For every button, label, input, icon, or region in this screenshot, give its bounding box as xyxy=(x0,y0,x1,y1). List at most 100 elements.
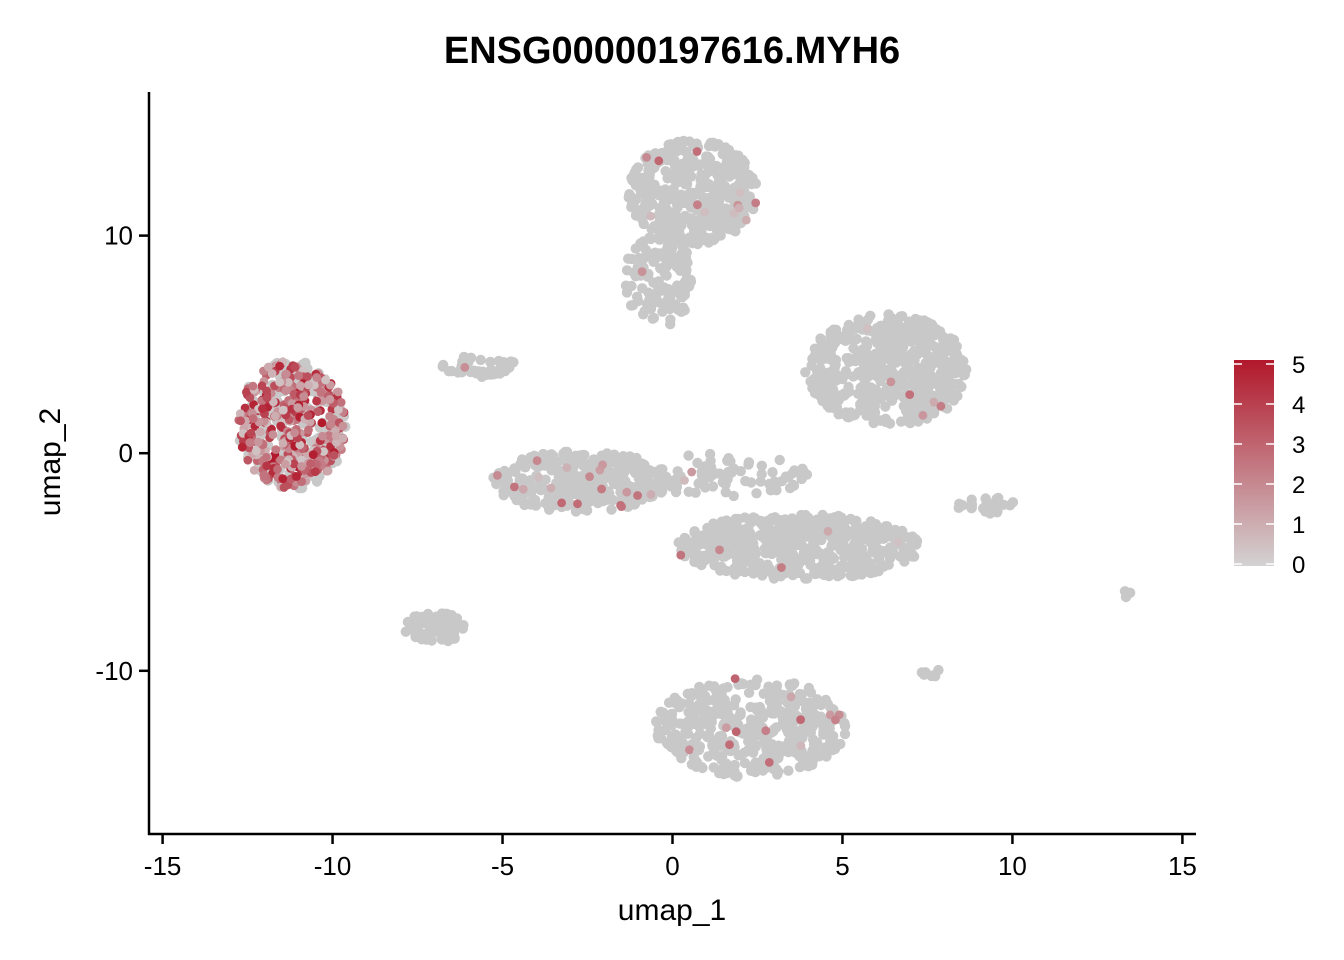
cell-point xyxy=(839,720,851,732)
cell-point xyxy=(669,232,680,244)
cell-point xyxy=(877,363,889,374)
cell-point-expressed xyxy=(245,438,255,447)
cell-point-expressed xyxy=(654,156,664,166)
cell-point xyxy=(690,237,701,248)
cell-point-expressed xyxy=(646,490,656,499)
cell-point xyxy=(732,163,743,174)
cell-point-expressed xyxy=(687,467,697,477)
cell-point-expressed xyxy=(316,387,326,397)
cell-point xyxy=(920,362,931,373)
cell-point xyxy=(877,530,888,541)
x-tick-label: 10 xyxy=(998,851,1027,881)
y-tick-label: 10 xyxy=(104,221,133,251)
cell-point xyxy=(719,551,730,562)
y-axis-label: umap_2 xyxy=(34,408,67,516)
cell-point-expressed xyxy=(273,464,282,474)
cell-point xyxy=(712,697,723,709)
cell-point xyxy=(671,165,682,176)
cell-point xyxy=(538,448,549,460)
cell-point xyxy=(564,486,575,497)
cell-point xyxy=(843,356,855,368)
cell-point xyxy=(865,382,877,393)
cell-point-expressed xyxy=(637,267,647,276)
cell-point xyxy=(807,745,818,756)
cell-point xyxy=(683,450,694,461)
cell-point xyxy=(770,744,782,755)
cell-point xyxy=(758,688,769,699)
cell-point xyxy=(876,329,887,341)
cell-point xyxy=(711,160,722,172)
cell-point xyxy=(623,253,634,264)
cell-point xyxy=(729,569,741,580)
cell-point-expressed xyxy=(562,463,572,473)
cell-point-expressed xyxy=(281,369,291,379)
cell-point xyxy=(666,155,678,167)
cell-point-expressed xyxy=(735,188,745,198)
cell-point-expressed xyxy=(308,450,318,459)
cell-point xyxy=(694,705,705,716)
cell-point xyxy=(807,702,818,714)
cell-point xyxy=(649,247,661,258)
cell-point-expressed xyxy=(262,386,271,396)
cell-point xyxy=(609,457,620,468)
cell-point-expressed xyxy=(313,407,323,417)
cell-point xyxy=(699,555,710,566)
cell-point xyxy=(674,702,685,713)
cell-point xyxy=(658,715,669,726)
cell-point-expressed xyxy=(256,427,265,437)
cell-point xyxy=(436,634,448,645)
cell-point xyxy=(902,409,914,420)
cell-point xyxy=(743,169,755,181)
cell-point-expressed xyxy=(331,431,341,441)
cell-point-expressed xyxy=(268,430,278,439)
cell-point xyxy=(666,243,678,254)
cell-point xyxy=(769,476,780,487)
cell-point xyxy=(951,341,962,352)
cell-point xyxy=(749,730,760,742)
cell-point xyxy=(781,545,792,556)
cell-point xyxy=(785,680,796,692)
cell-point xyxy=(849,528,860,539)
cell-point xyxy=(720,706,731,717)
cell-point-expressed xyxy=(764,758,774,767)
cell-point xyxy=(660,724,671,736)
cell-point xyxy=(574,458,585,469)
cell-point-expressed xyxy=(304,425,313,435)
cell-point xyxy=(966,499,978,510)
cell-point xyxy=(629,498,641,510)
cell-point xyxy=(978,503,989,514)
cell-point-expressed xyxy=(751,198,761,208)
cell-point-expressed xyxy=(325,395,335,404)
cell-point-expressed xyxy=(275,377,285,387)
cell-point-expressed xyxy=(646,211,656,221)
cell-point-expressed xyxy=(295,440,305,450)
cell-point-expressed xyxy=(573,499,582,509)
cell-point-expressed xyxy=(317,418,327,428)
cell-point-expressed xyxy=(715,545,724,555)
cell-point-expressed xyxy=(777,563,786,572)
cell-point xyxy=(855,399,866,410)
cell-point xyxy=(771,537,783,548)
cell-point xyxy=(647,313,658,324)
cell-point-expressed xyxy=(557,498,566,508)
cell-point-expressed xyxy=(905,390,915,399)
cell-point xyxy=(712,212,723,223)
cell-point-expressed xyxy=(886,377,896,387)
cell-point xyxy=(915,344,926,355)
cell-point xyxy=(806,548,817,560)
cell-point xyxy=(699,717,710,728)
cell-point xyxy=(787,739,799,751)
cell-point xyxy=(664,256,675,267)
cell-point xyxy=(858,565,869,576)
cell-point-expressed xyxy=(303,411,313,420)
cell-point xyxy=(835,738,846,750)
x-axis-label: umap_1 xyxy=(618,894,726,927)
cell-point xyxy=(756,460,767,471)
cell-point xyxy=(681,162,693,174)
cell-point-expressed xyxy=(761,726,771,736)
cell-point xyxy=(818,729,829,740)
cell-point-expressed xyxy=(786,692,796,702)
cell-point xyxy=(485,356,496,368)
cell-point xyxy=(980,493,991,504)
